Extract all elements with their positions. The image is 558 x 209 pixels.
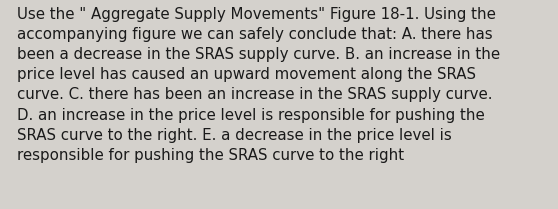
Text: Use the " Aggregate Supply Movements" Figure 18-1. Using the
accompanying figure: Use the " Aggregate Supply Movements" Fi… (17, 7, 500, 163)
